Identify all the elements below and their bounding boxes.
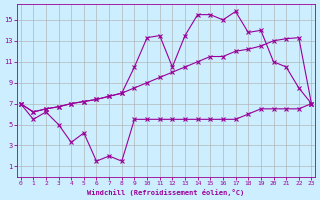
X-axis label: Windchill (Refroidissement éolien,°C): Windchill (Refroidissement éolien,°C) [87, 189, 245, 196]
